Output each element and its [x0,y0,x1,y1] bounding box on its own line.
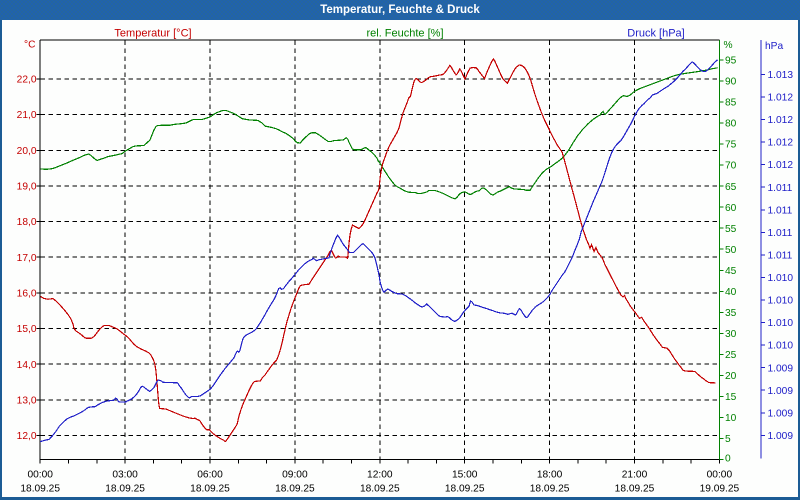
svg-text:16,0: 16,0 [17,289,37,300]
svg-text:1.012: 1.012 [768,93,794,104]
svg-text:00:00: 00:00 [27,470,53,481]
svg-text:45: 45 [725,266,737,277]
svg-text:18.09.25: 18.09.25 [445,484,485,495]
svg-text:65: 65 [725,182,737,193]
svg-text:1.012: 1.012 [768,160,794,171]
svg-text:19.09.25: 19.09.25 [700,484,740,495]
svg-text:70: 70 [725,161,737,172]
svg-text:20,0: 20,0 [17,146,37,157]
svg-text:21:00: 21:00 [622,470,648,481]
svg-text:22,0: 22,0 [17,75,37,86]
svg-text:75: 75 [725,140,737,151]
svg-text:15: 15 [725,392,737,403]
svg-text:10: 10 [725,413,737,424]
svg-text:5: 5 [725,434,731,445]
svg-text:1.012: 1.012 [768,138,794,149]
svg-text:18.09.25: 18.09.25 [530,484,570,495]
svg-text:12:00: 12:00 [367,470,393,481]
svg-text:1.009: 1.009 [768,431,794,442]
svg-text:1.009: 1.009 [768,386,794,397]
svg-text:30: 30 [725,329,737,340]
svg-text:1.011: 1.011 [768,183,793,194]
svg-text:06:00: 06:00 [197,470,223,481]
svg-text:20: 20 [725,371,737,382]
svg-text:1.010: 1.010 [768,341,794,352]
svg-text:1.010: 1.010 [768,318,794,329]
svg-text:1.010: 1.010 [768,273,794,284]
svg-text:hPa: hPa [765,41,783,52]
svg-text:95: 95 [725,56,737,67]
svg-text:85: 85 [725,98,737,109]
svg-text:1.011: 1.011 [768,251,793,262]
svg-text:80: 80 [725,119,737,130]
svg-text:13,0: 13,0 [17,395,37,406]
svg-text:60: 60 [725,203,737,214]
svg-text:00:00: 00:00 [707,470,733,481]
svg-text:40: 40 [725,287,737,298]
svg-text:17,0: 17,0 [17,253,37,264]
svg-text:18,0: 18,0 [17,217,37,228]
svg-text:55: 55 [725,224,737,235]
svg-text:1.009: 1.009 [768,363,794,374]
svg-text:18.09.25: 18.09.25 [360,484,400,495]
svg-text:1.011: 1.011 [768,205,793,216]
svg-text:rel. Feuchte [%]: rel. Feuchte [%] [366,28,443,40]
svg-text:90: 90 [725,77,737,88]
svg-text:21,0: 21,0 [17,110,37,121]
svg-text:03:00: 03:00 [112,470,138,481]
svg-text:0: 0 [725,454,731,465]
svg-text:25: 25 [725,350,737,361]
svg-text:1.010: 1.010 [768,296,794,307]
svg-text:12,0: 12,0 [17,431,37,442]
svg-text:14,0: 14,0 [17,360,37,371]
svg-text:15,0: 15,0 [17,324,37,335]
svg-text:1.012: 1.012 [768,115,794,126]
svg-text:18.09.25: 18.09.25 [190,484,230,495]
svg-text:1.013: 1.013 [768,70,794,81]
svg-text:1.009: 1.009 [768,408,794,419]
svg-text:18.09.25: 18.09.25 [275,484,315,495]
svg-text:1.011: 1.011 [768,228,793,239]
svg-text:15:00: 15:00 [452,470,478,481]
svg-text:18.09.25: 18.09.25 [20,484,60,495]
svg-text:19,0: 19,0 [17,182,37,193]
svg-text:%: % [724,40,733,51]
svg-text:35: 35 [725,308,737,319]
svg-text:Druck [hPa]: Druck [hPa] [627,28,684,40]
svg-text:18.09.25: 18.09.25 [615,484,655,495]
svg-text:09:00: 09:00 [282,470,308,481]
svg-text:Temperatur [°C]: Temperatur [°C] [114,28,191,40]
svg-text:°C: °C [24,40,35,51]
svg-text:50: 50 [725,245,737,256]
svg-text:18.09.25: 18.09.25 [105,484,145,495]
svg-text:18:00: 18:00 [537,470,563,481]
